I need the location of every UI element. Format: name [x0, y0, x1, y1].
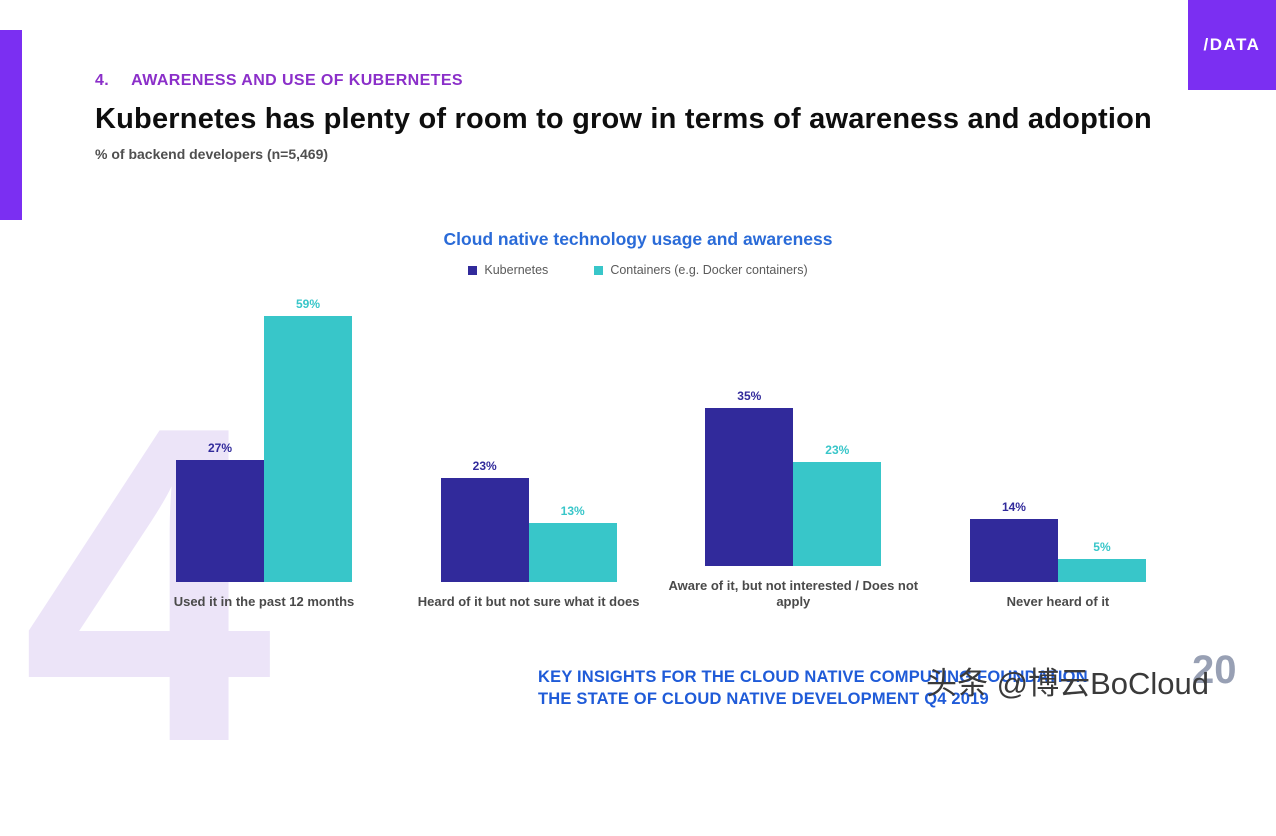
footer-line-2: THE STATE OF CLOUD NATIVE DEVELOPMENT Q4… [538, 690, 989, 709]
bar-wrap: 13% [528, 272, 617, 582]
bar-pair: 14% 5% [969, 272, 1146, 582]
legend-item: Kubernetes [468, 263, 548, 277]
overlay-watermark-text: 头条 @博云BoCloud [926, 666, 1209, 701]
section-title: AWARENESS AND USE OF KUBERNETES [131, 72, 464, 89]
section-number: 4. [95, 72, 110, 89]
chart-legend: Kubernetes Containers (e.g. Docker contai… [0, 263, 1276, 277]
bar [176, 459, 264, 582]
page-number: 20 [1192, 648, 1237, 692]
bar [705, 407, 794, 566]
bar-value-label: 27% [207, 440, 233, 455]
legend-swatch [594, 265, 604, 275]
bar-value-label: 59% [295, 296, 321, 311]
bar-value-label: 13% [560, 503, 585, 518]
bar [528, 522, 617, 582]
bar [264, 315, 352, 582]
bar-value-label: 5% [1093, 539, 1111, 554]
bar-group: 14% 5% Never heard of it [969, 272, 1146, 610]
category-label: Never heard of it [1006, 593, 1110, 609]
bar-value-label: 14% [1001, 499, 1026, 514]
category-label: Aware of it, but not interested / Does n… [668, 577, 919, 609]
chart-title: Cloud native technology usage and awaren… [443, 229, 833, 249]
page-title: Kubernetes has plenty of room to grow in… [95, 103, 1152, 135]
bar-wrap: 27% [176, 272, 264, 582]
bar-group: 27% 59% Used it in the past 12 months [174, 272, 355, 610]
bar-value-label: 23% [825, 442, 850, 457]
legend-item: Containers (e.g. Docker containers) [594, 263, 808, 277]
bar-wrap: 23% [440, 272, 529, 582]
footer-line-1: KEY INSIGHTS FOR THE CLOUD NATIVE COMPUT… [538, 668, 1088, 686]
plot-area: 27% 59% Used it in the past 12 months 23% 13… [174, 297, 1146, 610]
slashdata-logo: /DATA [1188, 0, 1276, 90]
bar-group: 35% 23% Aware of it, but not interested / … [668, 256, 918, 611]
bar [1057, 558, 1146, 582]
bar-value-label: 35% [737, 388, 762, 403]
header: 4. AWARENESS AND USE OF KUBERNETES Kubern… [95, 72, 1180, 162]
legend-label: Kubernetes [484, 263, 549, 277]
bar [969, 518, 1058, 582]
bar-wrap: 59% [264, 272, 352, 582]
legend-swatch [468, 265, 478, 275]
bar-wrap: 23% [793, 256, 882, 566]
page-subtitle: % of backend developers (n=5,469) [95, 146, 329, 163]
bar-group: 23% 13% Heard of it but not sure what it d… [418, 272, 640, 610]
bar-wrap: 5% [1057, 272, 1146, 582]
bar-pair: 27% 59% [176, 272, 352, 582]
bar-wrap: 35% [705, 256, 794, 566]
logo-text: /DATA [1203, 35, 1261, 54]
bar-pair: 35% 23% [705, 256, 882, 566]
section-heading: 4. AWARENESS AND USE OF KUBERNETES [95, 72, 1180, 90]
slide: 4 /DATA 4. AWARENESS AND USE OF KUBERNETE… [0, 0, 1276, 810]
bar-pair: 23% 13% [440, 272, 617, 582]
bar [440, 477, 529, 582]
category-label: Used it in the past 12 months [173, 593, 355, 609]
bar-wrap: 14% [969, 272, 1058, 582]
left-accent-bar [0, 30, 22, 220]
footer: KEY INSIGHTS FOR THE CLOUD NATIVE COMPUT… [538, 666, 1088, 711]
category-label: Heard of it but not sure what it does [417, 593, 640, 609]
bar [793, 461, 882, 566]
legend-label: Containers (e.g. Docker containers) [610, 263, 808, 277]
bar-value-label: 23% [472, 458, 497, 473]
